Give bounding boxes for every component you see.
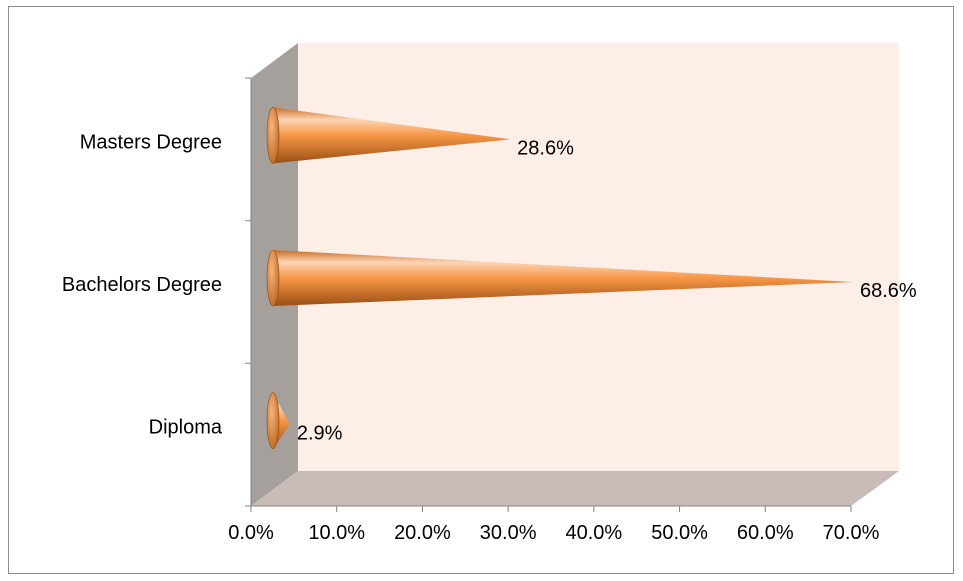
data-label: 68.6% (860, 280, 917, 302)
x-tick-label: 50.0% (651, 522, 708, 544)
x-tick-label: 10.0% (308, 522, 365, 544)
x-tick-label: 20.0% (394, 522, 451, 544)
x-tick-label: 70.0% (823, 522, 880, 544)
cone-base (266, 107, 280, 164)
cone-bar (273, 107, 511, 164)
x-tick-label: 30.0% (480, 522, 537, 544)
category-label: Diploma (149, 417, 223, 439)
x-tick-label: 0.0% (228, 522, 274, 544)
cone-bar-chart: 0.0% 10.0% 20.0% 30.0% 40.0% 50.0% 60.0% 70.0% M… (62, 43, 917, 544)
back-wall (298, 43, 899, 471)
category-label: Masters Degree (80, 131, 222, 153)
cone-base (266, 392, 280, 449)
floor (251, 471, 899, 506)
data-label: 2.9% (297, 423, 343, 445)
cone-bar (273, 250, 853, 306)
cone-base (266, 249, 280, 307)
data-label: 28.6% (517, 137, 574, 159)
category-label: Bachelors Degree (62, 274, 222, 296)
x-tick-label: 60.0% (737, 522, 794, 544)
chart-area: 0.0% 10.0% 20.0% 30.0% 40.0% 50.0% 60.0% 70.0% M… (8, 6, 954, 574)
chart-marks: 0.0% 10.0% 20.0% 30.0% 40.0% 50.0% 60.0% 70.0% M… (62, 77, 917, 544)
x-tick-label: 40.0% (565, 522, 622, 544)
